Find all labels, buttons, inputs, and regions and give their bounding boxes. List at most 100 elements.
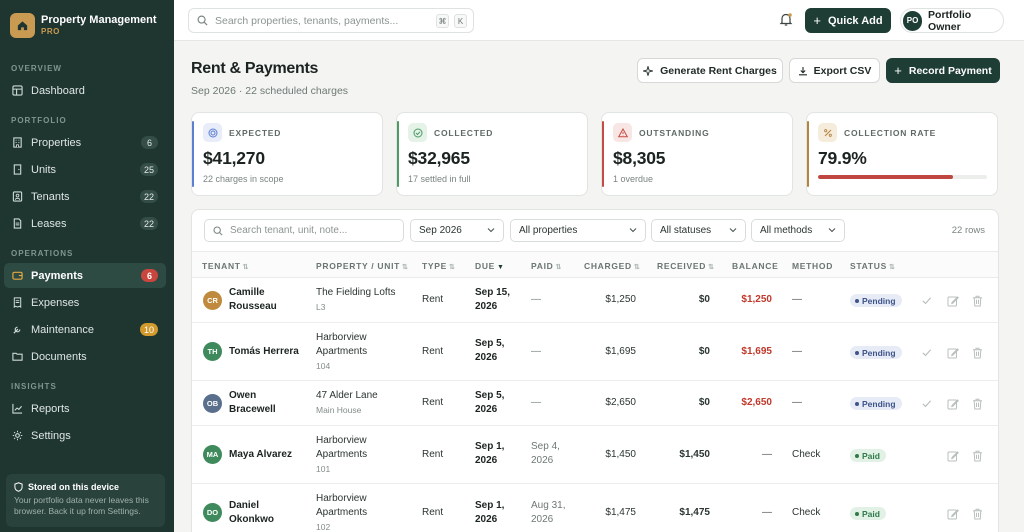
paid-date-line: Sep 4, (531, 441, 560, 452)
period-select[interactable]: Sep 2026 (410, 219, 504, 242)
col-method[interactable]: METHOD (792, 261, 833, 271)
charged-amount: $1,450 (605, 449, 636, 460)
tenant-avatar: MA (203, 445, 222, 464)
summary-card-outstanding: OUTSTANDING $8,305 1 overdue (601, 112, 793, 196)
table-row[interactable]: DO Daniel Okonkwo Harborview Apartments 102… (192, 484, 998, 532)
edit-icon[interactable] (946, 397, 959, 410)
generate-rent-charges-button[interactable]: Generate Rent Charges (637, 58, 783, 83)
sidebar-item-documents[interactable]: Documents (4, 344, 166, 369)
mark-paid-check-icon[interactable] (920, 294, 933, 307)
sidebar-item-dashboard[interactable]: Dashboard (4, 78, 166, 103)
sidebar-item-label: Tenants (31, 190, 70, 203)
col-property-unit[interactable]: PROPERTY / UNIT ⇅ (316, 261, 409, 271)
tenant-name[interactable]: Owen Bracewell (229, 389, 276, 417)
check-circle-icon (408, 123, 427, 142)
balance-amount: $1,250 (741, 294, 772, 305)
door-icon (12, 164, 23, 175)
tenant-name[interactable]: Tomás Herrera (229, 345, 299, 359)
col-due[interactable]: DUE ▼ (475, 261, 505, 271)
due-date: Sep 5, 2026 (475, 389, 504, 417)
table-row[interactable]: CR Camille Rousseau The Fielding Lofts L3 … (192, 278, 998, 323)
sidebar-item-payments[interactable]: Payments 6 (4, 263, 166, 288)
period-value: Sep 2026 (419, 225, 462, 236)
edit-icon[interactable] (946, 346, 959, 359)
sidebar-item-maintenance[interactable]: Maintenance 10 (4, 317, 166, 342)
trash-icon[interactable] (971, 507, 984, 520)
due-date-line: Sep 1, (475, 441, 505, 452)
building-icon (12, 137, 23, 148)
rows-count: 22 rows (951, 225, 985, 236)
tenant-name[interactable]: Camille Rousseau (229, 286, 277, 314)
property-name: Apartments (316, 507, 368, 518)
property-unit: The Fielding Lofts L3 (316, 286, 396, 314)
property-select[interactable]: All properties (510, 219, 646, 242)
global-search-input[interactable]: Search properties, tenants, payments... … (188, 8, 474, 33)
balance-amount: $1,695 (741, 346, 772, 357)
status-badge: Pending (850, 294, 902, 307)
kbd-cmd: ⌘ (436, 14, 449, 28)
table-row[interactable]: MA Maya Alvarez Harborview Apartments 101 … (192, 426, 998, 484)
chevron-down-icon (729, 226, 737, 237)
col-charged[interactable]: CHARGED ⇅ (584, 261, 640, 271)
trash-icon[interactable] (971, 449, 984, 462)
sidebar-item-settings[interactable]: Settings (4, 423, 166, 448)
col-received[interactable]: RECEIVED ⇅ (657, 261, 715, 271)
export-csv-button[interactable]: Export CSV (789, 58, 880, 83)
tenant-avatar: TH (203, 342, 222, 361)
col-label: PAID (531, 261, 554, 271)
notifications-bell-icon[interactable] (779, 12, 793, 30)
brand[interactable]: Property Management PRO (0, 0, 174, 40)
sidebar-item-expenses[interactable]: Expenses (4, 290, 166, 315)
brand-title: Property Management (41, 13, 157, 26)
record-payment-button[interactable]: + Record Payment (886, 58, 1000, 83)
topbar: Search properties, tenants, payments... … (174, 0, 1024, 41)
paid-date-line: Aug 31, (531, 500, 566, 511)
col-label: TYPE (422, 261, 448, 271)
sidebar-item-label: Settings (31, 429, 71, 442)
table-row[interactable]: TH Tomás Herrera Harborview Apartments 104… (192, 323, 998, 381)
sidebar-item-reports[interactable]: Reports (4, 396, 166, 421)
tenant-name[interactable]: Maya Alvarez (229, 448, 292, 462)
trash-icon[interactable] (971, 346, 984, 359)
col-paid[interactable]: PAID ⇅ (531, 261, 562, 271)
download-icon (798, 66, 808, 76)
sparkle-icon (643, 65, 654, 76)
sidebar-item-properties[interactable]: Properties 6 (4, 130, 166, 155)
tenant-name-line: Rousseau (229, 301, 277, 312)
method-select[interactable]: All methods (751, 219, 845, 242)
sidebar-item-units[interactable]: Units 25 (4, 157, 166, 182)
received-amount: $1,450 (679, 449, 710, 460)
table-search-input[interactable]: Search tenant, unit, note... (204, 219, 404, 242)
property-unit: 47 Alder Lane Main House (316, 389, 378, 417)
balance-amount: — (762, 507, 772, 518)
sidebar-item-tenants[interactable]: Tenants 22 (4, 184, 166, 209)
col-balance[interactable]: BALANCE (732, 261, 778, 271)
status-select[interactable]: All statuses (651, 219, 746, 242)
account-menu[interactable]: PO Portfolio Owner (900, 8, 1004, 33)
paid-date: Aug 31, 2026 (531, 499, 565, 527)
col-status[interactable]: STATUS ⇅ (850, 261, 896, 271)
col-type[interactable]: TYPE ⇅ (422, 261, 456, 271)
trash-icon[interactable] (971, 294, 984, 307)
col-tenant[interactable]: TENANT ⇅ (202, 261, 249, 271)
edit-icon[interactable] (946, 507, 959, 520)
sidebar-item-leases[interactable]: Leases 22 (4, 211, 166, 236)
col-label: TENANT (202, 261, 241, 271)
payment-method: Check (792, 449, 821, 460)
tenant-name[interactable]: Daniel Okonkwo (229, 499, 274, 527)
quick-add-button[interactable]: + Quick Add (805, 8, 891, 33)
edit-icon[interactable] (946, 449, 959, 462)
mark-paid-check-icon[interactable] (920, 346, 933, 359)
col-label: DUE (475, 261, 496, 271)
edit-icon[interactable] (946, 294, 959, 307)
table-row[interactable]: OB Owen Bracewell 47 Alder Lane Main House… (192, 381, 998, 426)
generate-label: Generate Rent Charges (660, 64, 777, 77)
mark-paid-check-icon[interactable] (920, 397, 933, 410)
warning-icon (613, 123, 632, 142)
tenants-icon (12, 191, 23, 202)
page-subtitle: Sep 2026 · 22 scheduled charges (191, 85, 349, 97)
trash-icon[interactable] (971, 397, 984, 410)
sidebar-item-label: Documents (31, 350, 87, 363)
card-note: 1 overdue (613, 174, 654, 184)
summary-card-collected: COLLECTED $32,965 17 settled in full (396, 112, 588, 196)
